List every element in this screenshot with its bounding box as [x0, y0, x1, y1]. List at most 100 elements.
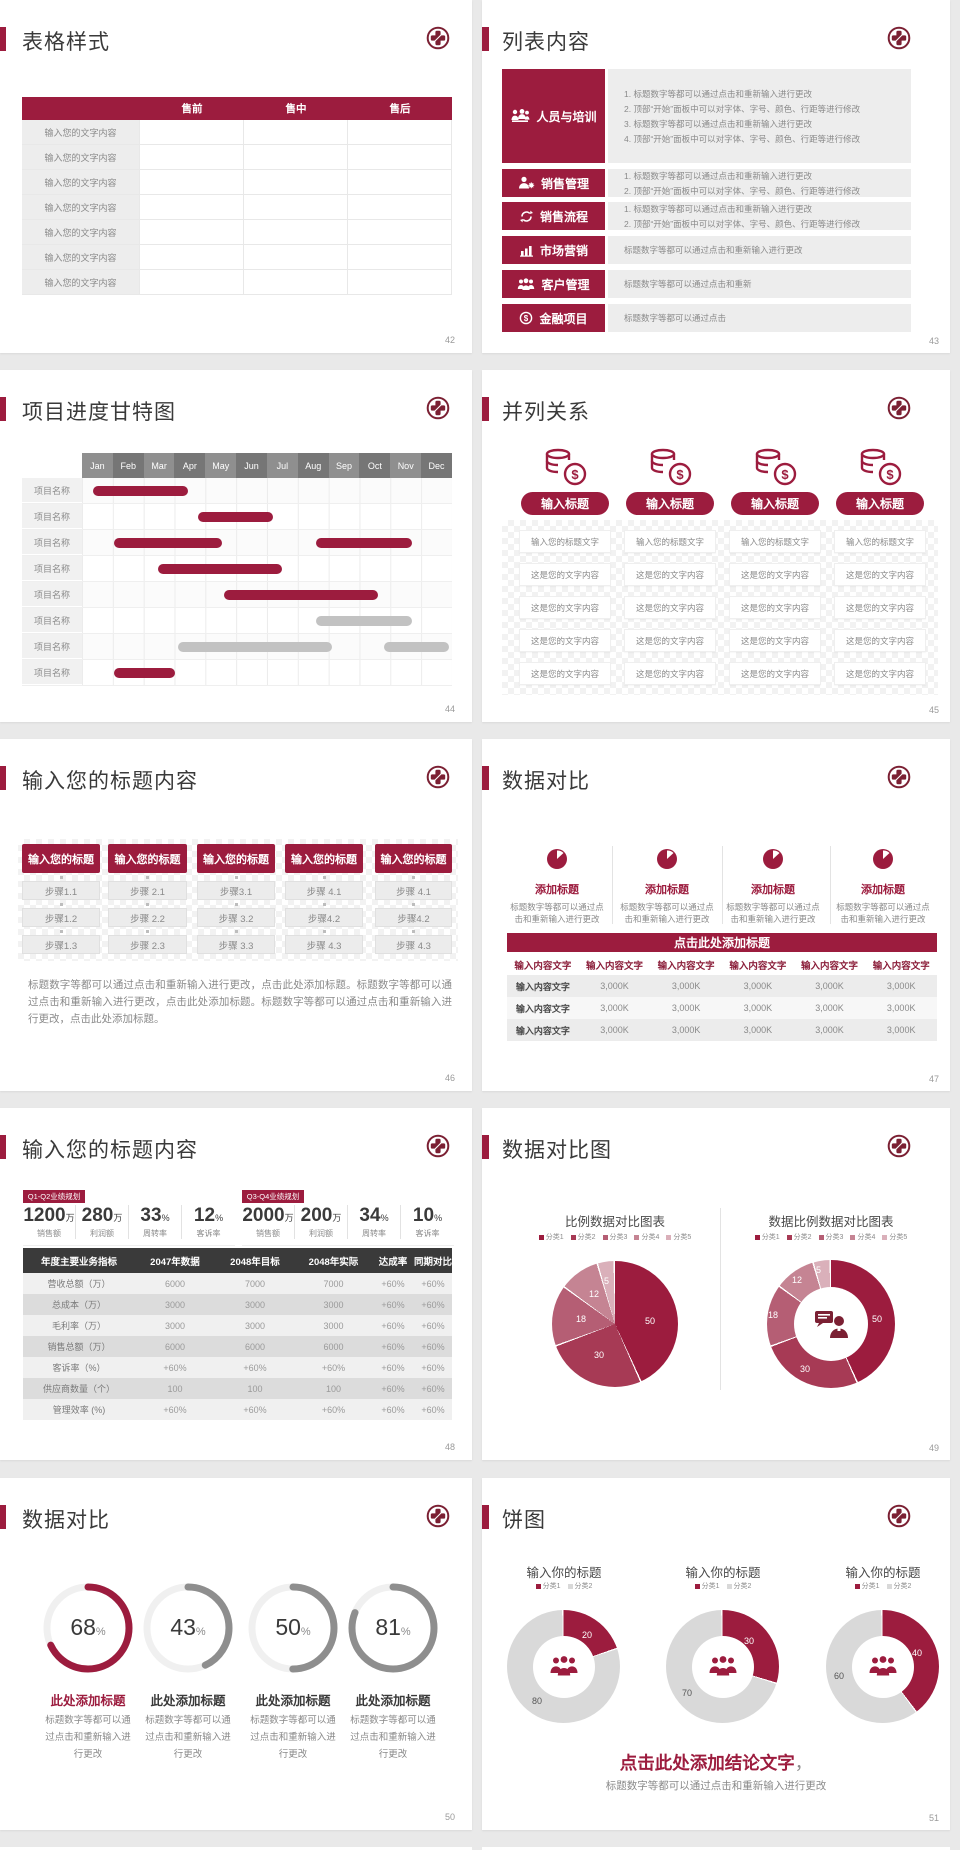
pie-label: 50: [645, 1316, 656, 1326]
list-item-header[interactable]: 市场营销: [502, 236, 605, 264]
column-card[interactable]: 这是您的文字内容: [624, 596, 716, 619]
chart-title: 输入你的标题: [526, 1566, 602, 1580]
brand-logo-icon: [426, 1504, 450, 1528]
list-item-header[interactable]: 人员与培训: [502, 69, 605, 163]
column-card[interactable]: 输入您的标题文字: [729, 530, 821, 553]
step-box[interactable]: 步骤1.1: [22, 881, 100, 900]
step-box[interactable]: 步骤1.2: [22, 908, 100, 927]
step-box[interactable]: 步骤 4.1: [285, 881, 363, 900]
column-card[interactable]: 这是您的文字内容: [624, 629, 716, 652]
step-box[interactable]: 步骤 2.3: [108, 935, 187, 954]
column-card[interactable]: 这是您的文字内容: [519, 596, 611, 619]
column-card[interactable]: 这是您的文字内容: [834, 629, 926, 652]
step-box[interactable]: 步骤 4.3: [375, 935, 452, 954]
column-card[interactable]: 这是您的文字内容: [729, 563, 821, 586]
column-card[interactable]: 这是您的文字内容: [519, 563, 611, 586]
svg-text:$: $: [781, 467, 789, 482]
pie-label: 70: [682, 1688, 693, 1698]
brand-logo-icon: [887, 1504, 911, 1528]
step-box[interactable]: 步骤 4.1: [375, 881, 452, 900]
column-card[interactable]: 这是您的文字内容: [624, 563, 716, 586]
gantt-bar: [384, 641, 449, 652]
gauge-ring: [248, 1583, 338, 1673]
step-box[interactable]: 步骤 2.1: [108, 881, 187, 900]
divider: [612, 846, 613, 924]
slide-43-list-content[interactable]: 列表内容 人员与培训 1. 标题数字等都可以通过点击和重新输入进行更改 2. 顶…: [482, 0, 950, 353]
step-box[interactable]: 步骤4.2: [375, 908, 452, 927]
slide-49-pie-compare[interactable]: 数据对比图 比例数据对比图表 分类1 分类2 分类3 分类4 分类5 50 30…: [482, 1108, 950, 1460]
step-column-header[interactable]: 输入您的标题: [108, 844, 187, 873]
coins-money-icon: $: [650, 448, 692, 486]
step-column-header[interactable]: 输入您的标题: [375, 844, 452, 873]
content-table: 售前 售中 售后 输入您的文字内容 输入您的文字内容 输入您的文字内容 输入您的…: [22, 97, 452, 295]
column-card[interactable]: 输入您的标题文字: [519, 530, 611, 553]
chart-title: 比例数据对比图表: [564, 1215, 665, 1229]
slide-46-steps[interactable]: 输入您的标题内容 输入您的标题 步骤1.1 步骤1.2 步骤1.3 输入您的标题…: [0, 739, 472, 1091]
step-box[interactable]: 步骤1.3: [22, 935, 100, 954]
column-card[interactable]: 这是您的文字内容: [729, 629, 821, 652]
step-box[interactable]: 步骤4.2: [285, 908, 363, 927]
step-box[interactable]: 步骤3.1: [197, 881, 275, 900]
compare-card: 添加标题 标题数字等都可以通过点 击和重新输入进行更改: [831, 739, 935, 925]
list-line: 标题数字等都可以通过点击: [624, 313, 727, 323]
card-heading: 此处添加标题: [255, 1694, 331, 1708]
slide-51-pie[interactable]: 饼图 输入你的标题 分类1 分类2 20 80 输入你的标题 分类1 分类2 3…: [482, 1478, 950, 1830]
gantt-bar: [223, 589, 378, 600]
gantt-row: 项目名称: [22, 634, 452, 660]
step-column-header[interactable]: 输入您的标题: [285, 844, 363, 873]
column-card[interactable]: 这是您的文字内容: [729, 662, 821, 685]
list-item-header[interactable]: 销售流程: [502, 202, 605, 230]
column-title-pill[interactable]: 输入标题: [521, 492, 609, 515]
slide-title: 列表内容: [502, 31, 590, 54]
pie-glyph-icon: [873, 849, 893, 869]
column-title-pill[interactable]: 输入标题: [836, 492, 924, 515]
column-card[interactable]: 输入您的标题文字: [624, 530, 716, 553]
column-card[interactable]: 这是您的文字内容: [624, 662, 716, 685]
card-heading: 添加标题: [751, 884, 795, 896]
month-cell: Jun: [236, 453, 267, 478]
gauge-ring: [43, 1583, 133, 1673]
gauge-ring: [143, 1583, 233, 1673]
table-title-banner[interactable]: 点击此处添加标题: [507, 933, 937, 952]
step-column-header[interactable]: 输入您的标题: [22, 844, 100, 873]
gantt-bar: [177, 641, 332, 652]
list-item-header[interactable]: 销售管理: [502, 169, 605, 197]
compare-card: 添加标题 标题数字等都可以通过点 击和重新输入进行更改: [505, 739, 609, 925]
stats-group: 2000万 销售额 200万 利润额 34% 周转率 10% 客诉率: [242, 1205, 454, 1246]
column-card[interactable]: 这是您的文字内容: [519, 662, 611, 685]
slide-42-table-style[interactable]: 表格样式 售前 售中 售后 输入您的文字内容 输入您的文字内容 输入您的文字内容…: [0, 0, 472, 353]
column-card[interactable]: 这是您的文字内容: [834, 662, 926, 685]
table-header-cell: [22, 97, 140, 120]
coins-money-icon: $: [755, 448, 797, 486]
sl极ide-48-kpi-table[interactable]: 输入您的标题内容 Q1-Q2业绩规划 1200万 销售额 280万 利润额 33% 周…: [0, 1108, 472, 1460]
slide-50-gauges[interactable]: 数据对比 68% 43% 50% 81% 此处添加标题 此处添加标题 此处添加标…: [0, 1478, 472, 1830]
pie-label: 20: [582, 1630, 593, 1640]
column-card[interactable]: 这是您的文字内容: [519, 629, 611, 652]
column-title-pill[interactable]: 输入标题: [731, 492, 819, 515]
month-cell: Jul: [266, 453, 298, 478]
step-column-header[interactable]: 输入您的标题: [197, 844, 275, 873]
step-box[interactable]: 步骤 3.2: [197, 908, 275, 927]
people-group-icon: [511, 109, 530, 122]
step-box[interactable]: 步骤 4.3: [285, 935, 363, 954]
slide-45-parallel[interactable]: 并列关系 $ 输入标题 输入您的标题文字 这是您的文字内容 这是您的文字内容 这…: [482, 370, 950, 722]
brand-logo-icon: [426, 1134, 450, 1158]
column-card[interactable]: 这是您的文字内容: [834, 596, 926, 619]
divider: [722, 846, 723, 924]
list-item-header[interactable]: 客户管理: [502, 270, 605, 298]
list-item-header[interactable]: $ 金融项目: [502, 304, 605, 332]
list-line: 2. 顶部“开始”面板中可以对字体、字号、颜色、行距等进行修改: [624, 185, 861, 196]
column-card[interactable]: 这是您的文字内容: [729, 596, 821, 619]
column-card[interactable]: 输入您的标题文字: [834, 530, 926, 553]
brand-logo-icon: [426, 26, 450, 50]
slide-47-data-compare[interactable]: 数据对比 添加标题 标题数字等都可以通过点 击和重新输入进行更改 添加标题 标题数…: [482, 739, 950, 1091]
column-card[interactable]: 这是您的文字内容: [834, 563, 926, 586]
step-box[interactable]: 步骤 2.2: [108, 908, 187, 927]
slide-44-gantt[interactable]: 项目进度甘特图 Jan Feb Mar Apr May Jun Jul Aug Sep Oct No…: [0, 370, 472, 722]
pie-label: 30: [800, 1364, 811, 1374]
column-title-pill[interactable]: 输入标题: [626, 492, 714, 515]
period-badge: Q3-Q4业绩规划: [242, 1190, 304, 1203]
table-header-row: 售前 售中 售后: [22, 97, 452, 120]
step-box[interactable]: 步骤 3.3: [197, 935, 275, 954]
list-item-body: 标题数字等都可以通过点击和重新输入进行更改: [608, 236, 911, 264]
